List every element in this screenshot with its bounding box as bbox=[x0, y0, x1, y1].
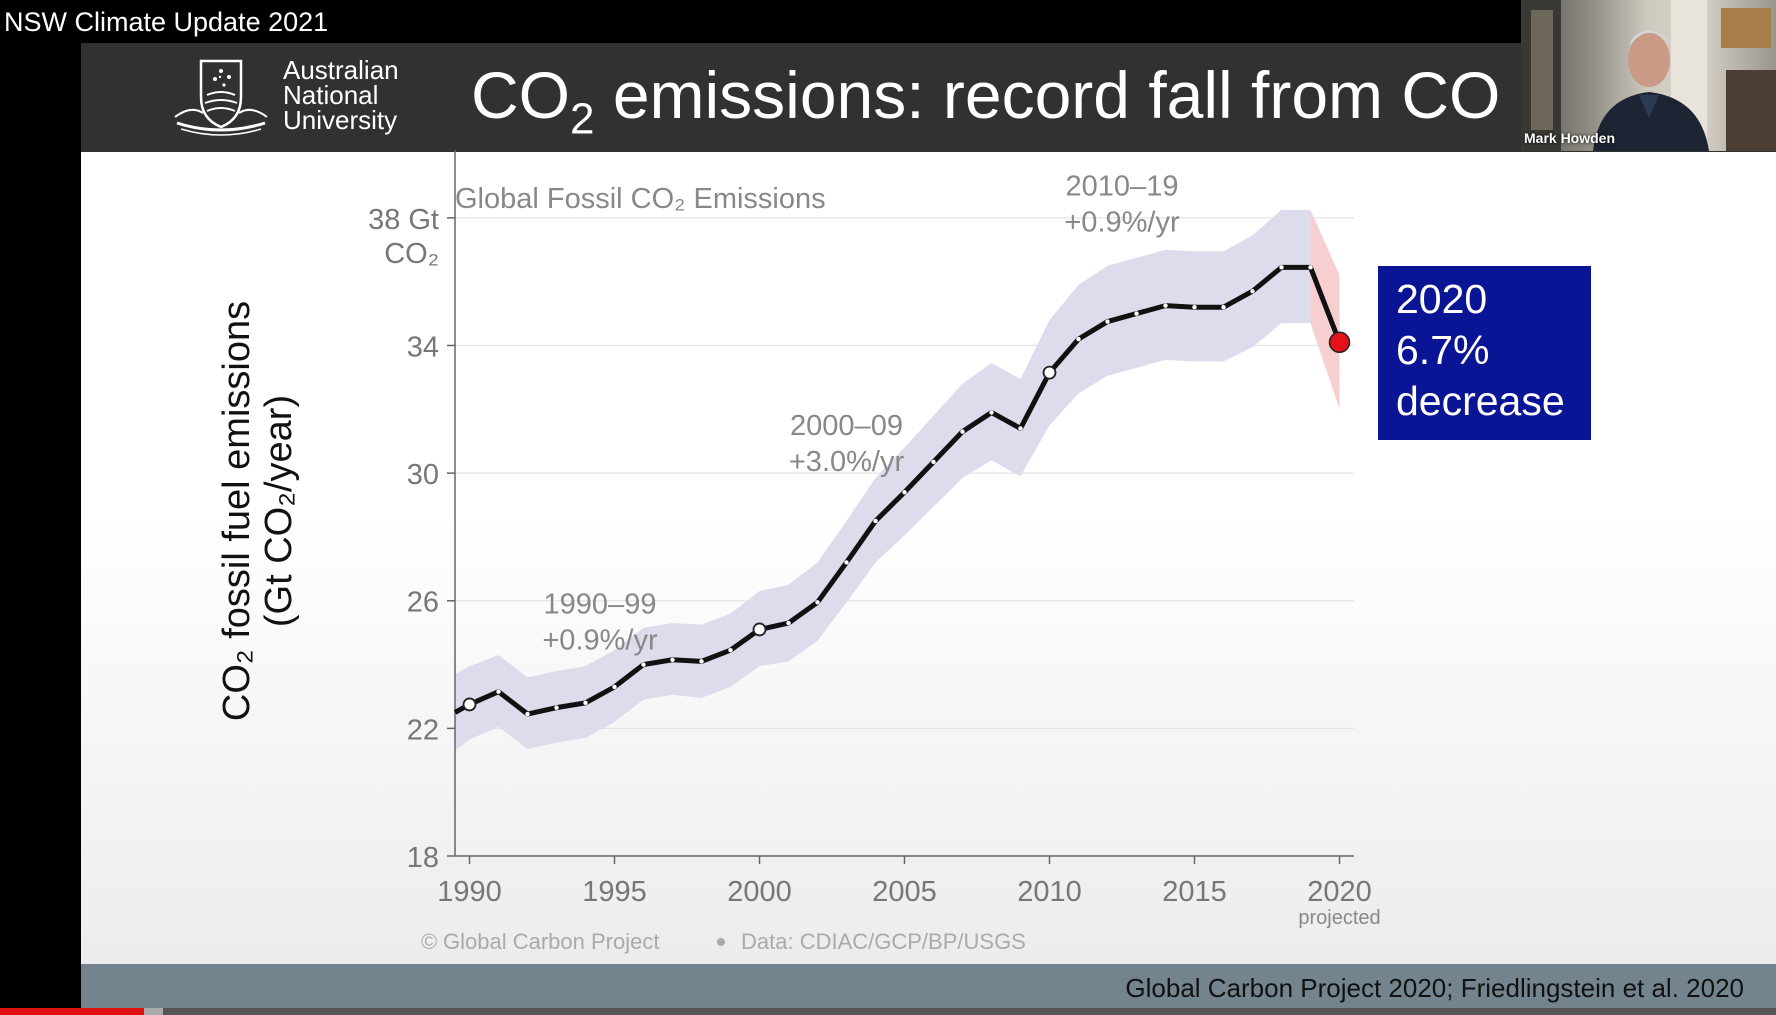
highlight-line: decrease bbox=[1396, 378, 1565, 424]
slide-title-suffix: emissions: record fall from CO bbox=[594, 58, 1501, 132]
slide-title-prefix: CO bbox=[471, 58, 570, 132]
x-tick-label: 1995 bbox=[582, 876, 647, 908]
slide-citation: Global Carbon Project 2020; Friedlingste… bbox=[1125, 973, 1744, 1003]
data-point bbox=[462, 697, 477, 712]
presenter-name: Mark Howden bbox=[1524, 130, 1616, 146]
data-point bbox=[496, 689, 501, 694]
institution-name-line: National bbox=[283, 80, 379, 110]
data-point bbox=[554, 705, 559, 710]
slide-header: Australian National University CO2 emiss… bbox=[81, 43, 1776, 152]
x-tick-sublabel: projected bbox=[1298, 907, 1380, 929]
source-separator-dot bbox=[717, 938, 725, 946]
data-point bbox=[873, 518, 878, 524]
emissions-series-line bbox=[453, 264, 1342, 717]
data-point bbox=[641, 662, 646, 667]
x-tick-label: 2010 bbox=[1017, 876, 1082, 908]
data-point bbox=[1192, 305, 1197, 310]
chart-title: Global Fossil CO₂ Emissions bbox=[455, 183, 826, 215]
x-tick-label: 2000 bbox=[727, 876, 792, 908]
data-point bbox=[1250, 289, 1255, 294]
video-played-bar bbox=[0, 1008, 144, 1015]
uncertainty-band bbox=[455, 209, 1311, 751]
period-annotation-years: 2000–09 bbox=[790, 410, 903, 442]
y-axis-label: CO₂ fossil fuel emissions bbox=[216, 301, 258, 721]
data-point bbox=[1042, 365, 1057, 380]
data-point bbox=[1308, 265, 1313, 270]
y-tick-label: 38 Gt bbox=[368, 204, 439, 236]
y-tick-unit-label: CO₂ bbox=[384, 238, 439, 270]
institution-name-line: Australian bbox=[283, 55, 399, 85]
x-tick-label: 2015 bbox=[1162, 876, 1227, 908]
video-progress-bar[interactable] bbox=[0, 1008, 1776, 1015]
source-data-label: Data: CDIAC/GCP/BP/USGS bbox=[741, 929, 1026, 954]
data-point bbox=[752, 622, 767, 637]
data-point bbox=[815, 600, 820, 605]
period-annotation-rate: +0.9%/yr bbox=[1064, 207, 1180, 239]
data-point bbox=[583, 700, 588, 706]
y-tick-label: 26 bbox=[407, 587, 439, 619]
institution-name: Australian National University bbox=[283, 55, 399, 135]
data-point bbox=[699, 659, 704, 664]
highlight-line: 6.7% bbox=[1396, 327, 1490, 373]
x-tick-label: 1990 bbox=[437, 876, 502, 908]
presentation-slide: Australian National University CO2 emiss… bbox=[81, 43, 1776, 1008]
highlight-line: 2020 bbox=[1396, 276, 1488, 322]
presenter-video-image bbox=[1521, 0, 1776, 151]
period-annotation-rate: +3.0%/yr bbox=[789, 446, 905, 478]
presenter-webcam: Mark Howden bbox=[1521, 0, 1776, 151]
y-axis-unit-label: (Gt CO₂/year) bbox=[258, 395, 300, 627]
slide-title-subscript: 2 bbox=[570, 94, 595, 144]
data-point bbox=[786, 620, 791, 626]
y-tick-label: 30 bbox=[407, 459, 439, 491]
y-tick-label: 22 bbox=[407, 714, 439, 746]
video-title: NSW Climate Update 2021 bbox=[4, 7, 329, 37]
data-point bbox=[931, 459, 936, 465]
x-tick-label: 2020 bbox=[1307, 876, 1372, 908]
period-annotation-rate: +0.9%/yr bbox=[542, 625, 658, 657]
data-point bbox=[902, 490, 907, 495]
slide-title: CO2 emissions: record fall from CO bbox=[471, 57, 1500, 144]
x-tick-label: 2005 bbox=[872, 876, 937, 908]
cc-license-icon: © bbox=[421, 929, 437, 954]
projected-2020-point bbox=[1328, 331, 1351, 354]
y-tick-label: 34 bbox=[407, 331, 439, 363]
data-point bbox=[989, 410, 994, 415]
y-tick-label: 18 bbox=[407, 842, 439, 874]
data-point bbox=[1163, 303, 1168, 308]
source-credit: Global Carbon Project bbox=[443, 929, 659, 954]
period-annotation-years: 2010–19 bbox=[1066, 171, 1179, 203]
data-point bbox=[728, 648, 733, 653]
data-point bbox=[1279, 265, 1284, 270]
data-point bbox=[1076, 336, 1081, 342]
data-point bbox=[1018, 426, 1023, 431]
data-point bbox=[1134, 311, 1139, 316]
data-point bbox=[960, 429, 965, 434]
data-point bbox=[525, 711, 530, 717]
data-point bbox=[1105, 319, 1110, 324]
data-point bbox=[1221, 305, 1226, 310]
data-point bbox=[844, 560, 849, 565]
slide-footer bbox=[81, 964, 1776, 1008]
data-point bbox=[670, 657, 675, 662]
institution-name-line: University bbox=[283, 105, 398, 135]
university-crest-logo bbox=[174, 59, 268, 136]
data-point bbox=[612, 684, 617, 690]
period-annotation-years: 1990–99 bbox=[544, 589, 657, 621]
decrease-highlight-box: 2020 6.7% decrease bbox=[1378, 266, 1591, 440]
